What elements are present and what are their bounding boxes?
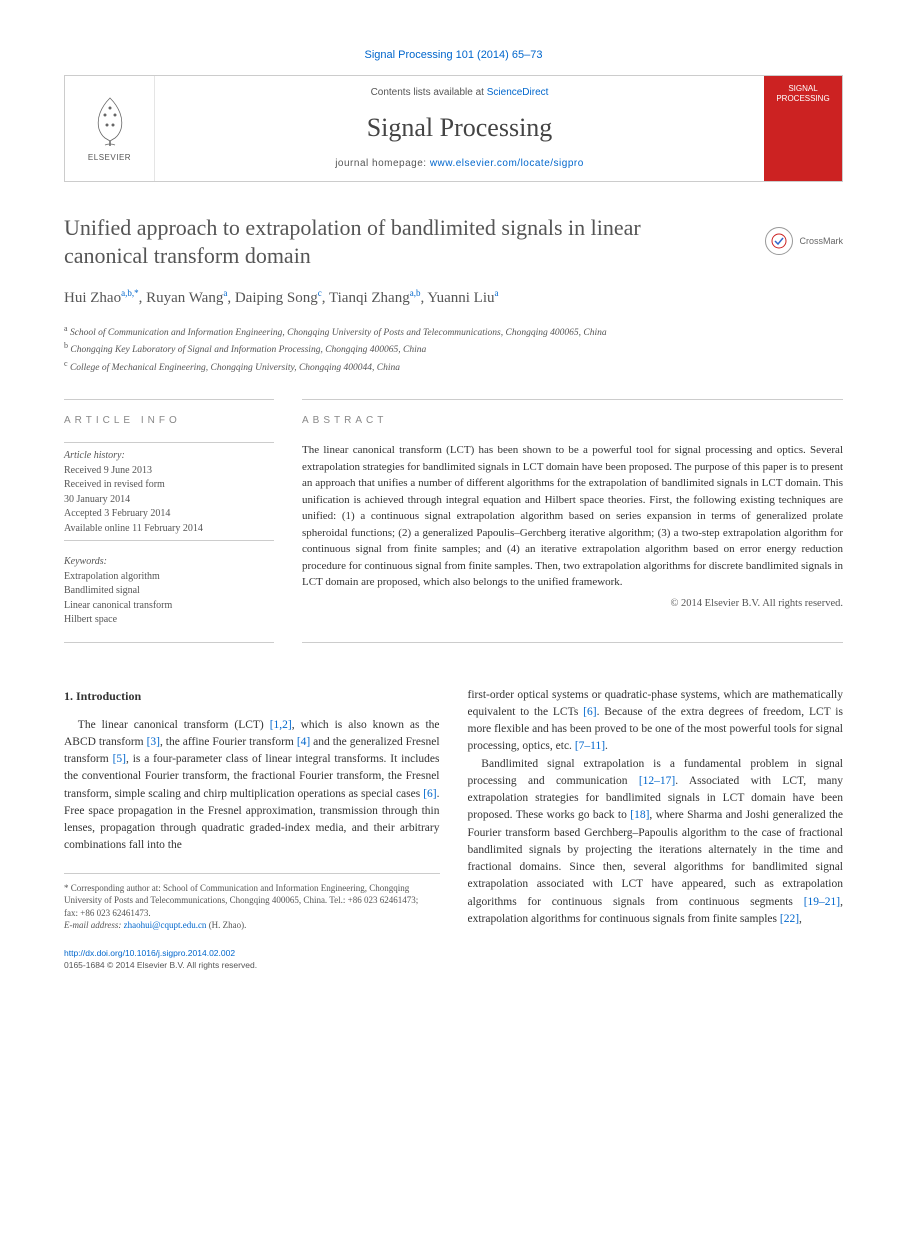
elsevier-wordmark: ELSEVIER bbox=[88, 152, 131, 163]
keyword: Hilbert space bbox=[64, 613, 274, 628]
body-column-right: first-order optical systems or quadratic… bbox=[468, 687, 844, 972]
article-title: Unified approach to extrapolation of ban… bbox=[64, 214, 684, 271]
footnote-fax: fax: +86 023 62461473. bbox=[64, 907, 440, 920]
page-container: Signal Processing 101 (2014) 65–73 ELSEV… bbox=[0, 0, 907, 1012]
contents-available-line: Contents lists available at ScienceDirec… bbox=[163, 86, 756, 100]
affiliations: a School of Communication and Informatio… bbox=[64, 323, 843, 375]
ref-link[interactable]: [7–11] bbox=[575, 740, 605, 752]
keyword: Extrapolation algorithm bbox=[64, 570, 274, 585]
abstract-copyright: © 2014 Elsevier B.V. All rights reserved… bbox=[302, 597, 843, 612]
article-info-label: article info bbox=[64, 414, 274, 428]
ref-link[interactable]: [12–17] bbox=[639, 775, 675, 787]
ref-link[interactable]: [22] bbox=[780, 913, 799, 925]
abstract-text: The linear canonical transform (LCT) has… bbox=[302, 442, 843, 591]
history-line: Received in revised form bbox=[64, 478, 274, 493]
journal-title: Signal Processing bbox=[163, 110, 756, 146]
history-head: Article history: bbox=[64, 449, 274, 464]
history-line: Available online 11 February 2014 bbox=[64, 522, 274, 537]
keyword: Bandlimited signal bbox=[64, 584, 274, 599]
abstract-label: abstract bbox=[302, 414, 843, 428]
contents-text: Contents lists available at bbox=[371, 87, 487, 98]
homepage-line: journal homepage: www.elsevier.com/locat… bbox=[163, 157, 756, 171]
ref-link[interactable]: [6] bbox=[423, 788, 436, 800]
history-line: Received 9 June 2013 bbox=[64, 464, 274, 479]
corresponding-footnote: * Corresponding author at: School of Com… bbox=[64, 873, 440, 932]
footer-block: http://dx.doi.org/10.1016/j.sigpro.2014.… bbox=[64, 948, 440, 972]
abstract-column: abstract The linear canonical transform … bbox=[302, 399, 843, 642]
intro-heading: 1. Introduction bbox=[64, 687, 440, 705]
crossmark-label: CrossMark bbox=[799, 235, 843, 248]
elsevier-tree-icon bbox=[85, 93, 135, 148]
history-line: Accepted 3 February 2014 bbox=[64, 507, 274, 522]
body-paragraph: The linear canonical transform (LCT) [1,… bbox=[64, 717, 440, 855]
ref-link[interactable]: [1,2] bbox=[270, 719, 292, 731]
author-list: Hui Zhaoa,b,*, Ruyan Wanga, Daiping Song… bbox=[64, 287, 843, 309]
body-paragraph: first-order optical systems or quadratic… bbox=[468, 687, 844, 756]
doi-link[interactable]: http://dx.doi.org/10.1016/j.sigpro.2014.… bbox=[64, 948, 235, 958]
ref-link[interactable]: [5] bbox=[113, 753, 126, 765]
crossmark-badge[interactable]: CrossMark bbox=[765, 227, 843, 255]
ref-link[interactable]: [19–21] bbox=[804, 896, 840, 908]
body-column-left: 1. Introduction The linear canonical tra… bbox=[64, 687, 440, 972]
article-history-block: Article history: Received 9 June 2013 Re… bbox=[64, 442, 274, 541]
ref-link[interactable]: [4] bbox=[297, 736, 310, 748]
keyword: Linear canonical transform bbox=[64, 599, 274, 614]
journal-cover-thumb: SIGNAL PROCESSING bbox=[764, 76, 842, 180]
history-line: 30 January 2014 bbox=[64, 493, 274, 508]
citation-line: Signal Processing 101 (2014) 65–73 bbox=[64, 48, 843, 63]
email-link[interactable]: zhaohui@cqupt.edu.cn bbox=[124, 920, 207, 930]
affiliation-a: a School of Communication and Informatio… bbox=[64, 323, 843, 340]
ref-link[interactable]: [6] bbox=[583, 706, 596, 718]
ref-link[interactable]: [3] bbox=[147, 736, 160, 748]
article-info-column: article info Article history: Received 9… bbox=[64, 399, 274, 642]
cover-title: SIGNAL PROCESSING bbox=[768, 84, 838, 103]
journal-header-box: ELSEVIER Contents lists available at Sci… bbox=[64, 75, 843, 181]
footnote-email-line: E-mail address: zhaohui@cqupt.edu.cn (H.… bbox=[64, 919, 440, 932]
keywords-head: Keywords: bbox=[64, 555, 274, 570]
homepage-link[interactable]: www.elsevier.com/locate/sigpro bbox=[430, 158, 584, 169]
sciencedirect-link[interactable]: ScienceDirect bbox=[487, 87, 549, 98]
author: Hui Zhaoa,b,* bbox=[64, 290, 139, 306]
body-paragraph: Bandlimited signal extrapolation is a fu… bbox=[468, 756, 844, 929]
body-columns: 1. Introduction The linear canonical tra… bbox=[64, 687, 843, 972]
footnote-corr: * Corresponding author at: School of Com… bbox=[64, 882, 440, 907]
keywords-block: Keywords: Extrapolation algorithm Bandli… bbox=[64, 555, 274, 628]
author: Daiping Songc bbox=[235, 290, 322, 306]
affiliation-c: c College of Mechanical Engineering, Cho… bbox=[64, 358, 843, 375]
ref-link[interactable]: [18] bbox=[630, 809, 649, 821]
crossmark-icon bbox=[765, 227, 793, 255]
elsevier-logo: ELSEVIER bbox=[65, 76, 155, 180]
author: Ruyan Wanga bbox=[146, 290, 227, 306]
header-center: Contents lists available at ScienceDirec… bbox=[155, 76, 764, 180]
author: Yuanni Liua bbox=[427, 290, 498, 306]
info-abstract-row: article info Article history: Received 9… bbox=[64, 399, 843, 642]
info-abstract-bottom-row bbox=[64, 642, 843, 687]
homepage-label: journal homepage: bbox=[335, 158, 430, 169]
issn-line: 0165-1684 © 2014 Elsevier B.V. All right… bbox=[64, 960, 440, 972]
author: Tianqi Zhanga,b bbox=[329, 290, 420, 306]
affiliation-b: b Chongqing Key Laboratory of Signal and… bbox=[64, 340, 843, 357]
